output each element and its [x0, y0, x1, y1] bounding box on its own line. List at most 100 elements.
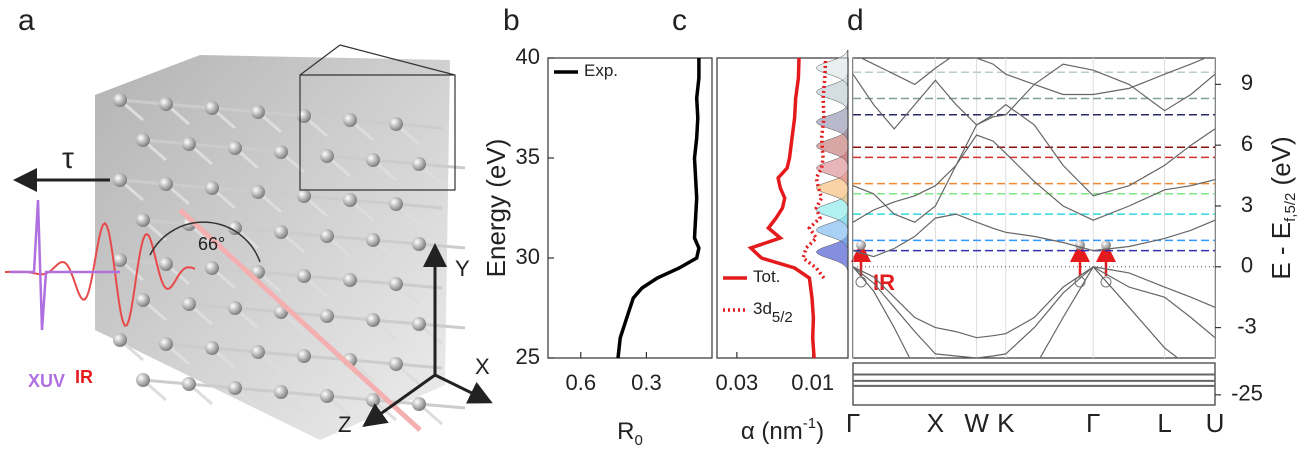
band: [853, 213, 1215, 258]
atom: [343, 273, 357, 287]
bond: [165, 262, 213, 270]
bond: [326, 314, 374, 322]
y-axis-title: Energy (eV): [481, 139, 511, 278]
bond: [418, 322, 466, 330]
bond: [280, 150, 328, 158]
x-tick-label: L: [1157, 408, 1171, 438]
ir-pulse: [5, 221, 196, 328]
atom: [113, 253, 127, 267]
x-axis-title: α (nm-1): [741, 415, 824, 445]
x-tick-label: 0.3: [631, 370, 662, 395]
x-tick-label: W: [964, 408, 989, 438]
y-tick-label: 25: [516, 344, 540, 369]
atom: [159, 177, 173, 191]
text-part: 3d: [753, 299, 772, 318]
atom: [251, 345, 265, 359]
plot-frame: [547, 57, 713, 359]
band: [859, 58, 1207, 96]
bands: [853, 58, 1215, 358]
x-tick-label: X: [927, 408, 944, 438]
bond: [257, 350, 305, 358]
text-part: α (nm: [741, 418, 803, 445]
xuv-label: XUV: [28, 371, 65, 391]
atom: [412, 157, 426, 171]
x-axis-arrow: [434, 373, 493, 404]
axis-z: Z: [338, 412, 351, 437]
legend-label: 3d5/2: [753, 299, 793, 326]
atom: [159, 337, 173, 351]
peak: [815, 49, 849, 87]
atom: [320, 309, 334, 323]
atom: [182, 137, 196, 151]
state: [856, 240, 866, 250]
atom: [228, 141, 242, 155]
text-part: f,5/2: [1282, 193, 1299, 222]
atom: [389, 277, 403, 291]
angle-arc: [149, 221, 261, 263]
atom: [136, 293, 150, 307]
bond: [234, 386, 282, 394]
atom: [159, 97, 173, 111]
bond: [372, 158, 420, 166]
series-line: [747, 57, 816, 359]
atom: [228, 301, 242, 315]
bond: [303, 114, 351, 122]
atom: [205, 341, 219, 355]
atom: [412, 317, 426, 331]
bond: [188, 302, 236, 310]
x-tick-label: Γ: [1086, 408, 1100, 438]
atom: [366, 153, 380, 167]
annotation: IR: [873, 270, 895, 295]
atom: [228, 221, 242, 235]
plot-frame: [852, 57, 1216, 359]
atom: [297, 189, 311, 203]
bond: [119, 338, 167, 346]
atom: [297, 349, 311, 363]
atom: [113, 333, 127, 347]
text-part: -1: [803, 415, 816, 432]
bond: [326, 394, 374, 402]
axis-x: X: [475, 354, 490, 379]
bond: [119, 178, 167, 186]
band: [853, 103, 1215, 223]
bond: [165, 342, 213, 350]
bond: [188, 382, 236, 390]
y-tick-label: 30: [516, 244, 540, 269]
bond: [165, 102, 213, 110]
inset-frame: [852, 362, 1216, 406]
bond: [257, 190, 305, 198]
atom: [389, 117, 403, 131]
state: [1101, 240, 1111, 250]
y-axis-title: E - Ef,5/2 (eV): [1266, 136, 1300, 279]
x-tick-label: K: [997, 408, 1015, 438]
bond: [142, 218, 190, 226]
band: [853, 134, 1215, 223]
y-tick-label: 9: [1241, 70, 1253, 95]
bond: [211, 106, 259, 114]
bond: [234, 306, 282, 314]
atom: [343, 193, 357, 207]
atom: [113, 173, 127, 187]
band: [853, 266, 1215, 358]
bond: [349, 118, 397, 126]
text-part: (eV): [1266, 136, 1296, 192]
atom: [366, 393, 380, 407]
slab: [95, 55, 450, 440]
illustration: a τ 66° XUV IR Y X Z: [5, 4, 493, 440]
atom: [228, 381, 242, 395]
bond: [372, 238, 420, 246]
bond: [326, 234, 374, 242]
atom: [274, 145, 288, 159]
bond: [234, 146, 282, 154]
peak: [815, 103, 849, 141]
bond: [349, 278, 397, 286]
bond: [280, 230, 328, 238]
axis-y: Y: [455, 256, 470, 281]
x-tick-label: Γ: [846, 408, 860, 438]
ir-label: IR: [75, 367, 93, 387]
atom: [251, 105, 265, 119]
text-part: Exp.: [584, 61, 618, 80]
y-tick-label: 6: [1241, 131, 1253, 156]
series-line: [616, 58, 701, 359]
y-tick-label: 0: [1241, 253, 1253, 278]
